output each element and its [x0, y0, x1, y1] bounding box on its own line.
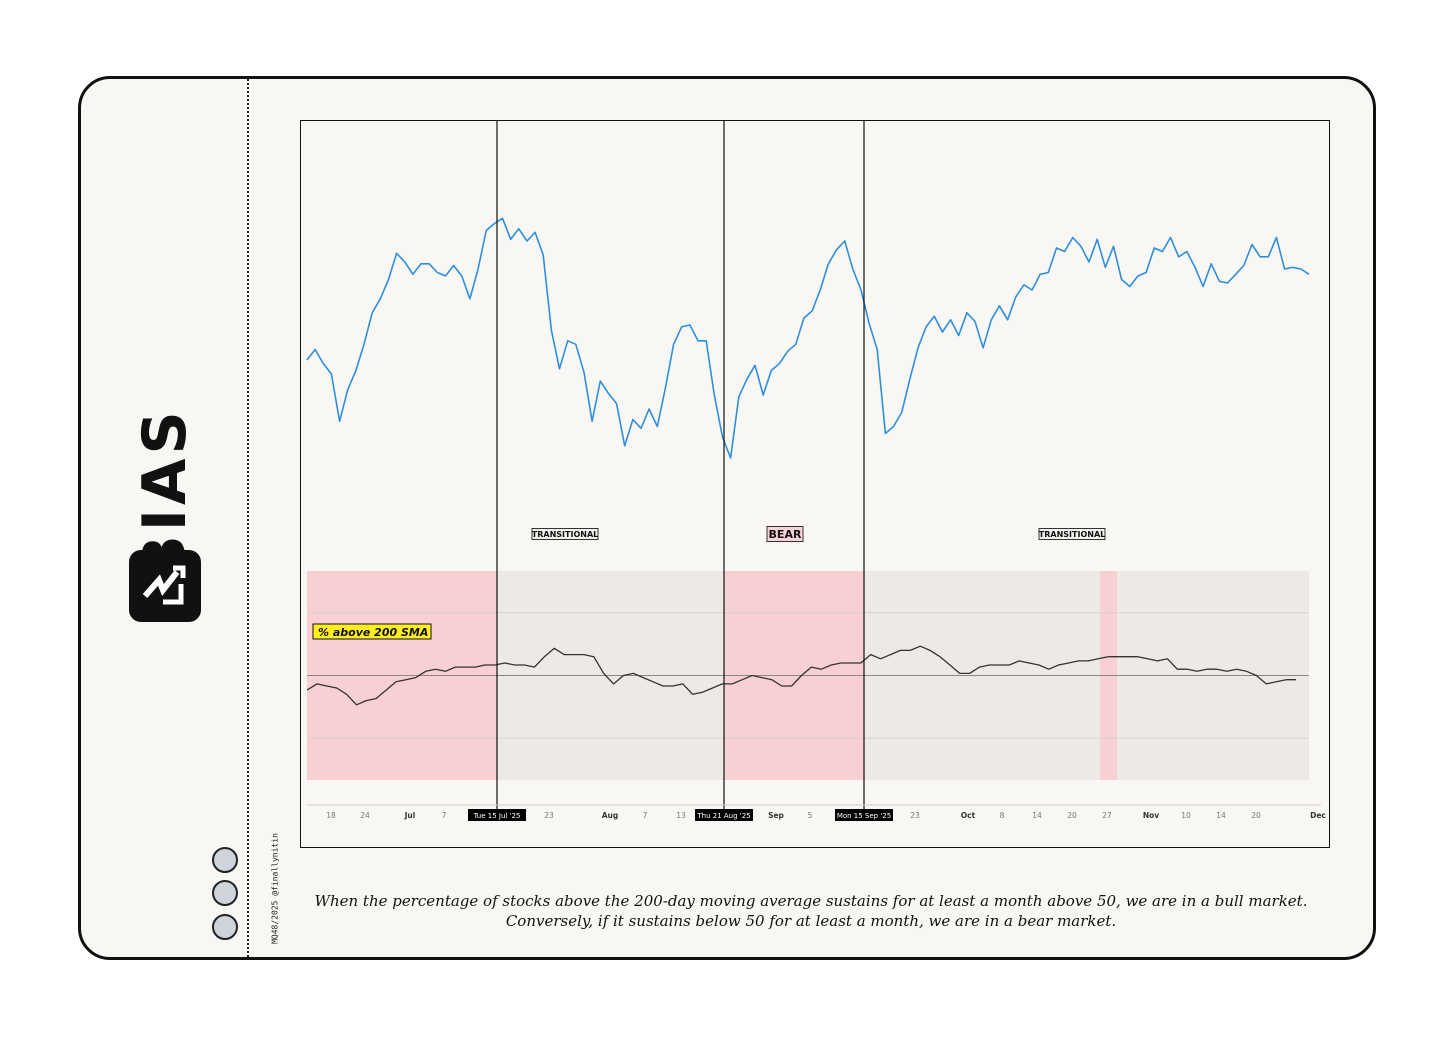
marker-date-label-3: Mon 15 Sep '25 — [837, 812, 891, 820]
x-tick-label-15: 14 — [1032, 811, 1042, 820]
caption: When the percentage of stocks above the … — [314, 892, 1308, 930]
x-tick-label-13: Oct — [961, 811, 976, 820]
x-tick-label-3: Jul — [404, 811, 416, 820]
card: BIAS MQ48/2025 @finallynitin % above 200… — [78, 76, 1376, 960]
x-tick-label-2: 24 — [360, 811, 370, 820]
x-tick-label-6: 23 — [544, 811, 554, 820]
x-tick-label-8: 7 — [643, 811, 648, 820]
marker-date-label-1: Tue 15 Jul '25 — [473, 812, 521, 820]
x-tick-label-12: 23 — [910, 811, 920, 820]
logo-icon — [129, 550, 201, 622]
price-line — [306, 217, 1310, 459]
dotted-divider — [247, 79, 249, 957]
chart-svg: % above 200 SMA TRANSITIONAL BEAR TRANSITI… — [306, 121, 1326, 821]
indicator-label: % above 200 SMA — [318, 626, 428, 639]
x-tick-label-20: 14 — [1216, 811, 1226, 820]
regime-label-1: TRANSITIONAL — [532, 530, 598, 539]
marker-date-label-2: Thu 21 Aug '25 — [696, 812, 750, 820]
regime-label-2: BEAR — [769, 528, 802, 541]
regime-label-3: TRANSITIONAL — [1039, 530, 1105, 539]
marker-date-box-2 — [695, 809, 753, 821]
x-tick-label-7: Aug — [602, 811, 619, 820]
regime-label-box-1 — [531, 528, 599, 540]
credit: MQ48/2025 @finallynitin — [259, 833, 280, 954]
regime-label-box-3 — [1038, 528, 1106, 540]
x-tick-label-18: Nov — [1143, 811, 1159, 820]
marker-date-box-3 — [835, 809, 893, 821]
x-tick-label-11: 5 — [808, 811, 813, 820]
x-tick-label-9: 13 — [676, 811, 686, 820]
x-tick-label-22: Dec — [1310, 811, 1326, 820]
x-tick-label-4: 7 — [442, 811, 447, 820]
x-tick-label-19: 10 — [1181, 811, 1191, 820]
indicator-label-box — [312, 623, 432, 640]
credit-text: MQ48/2025 @finallynitin — [270, 833, 280, 944]
nav-dot-1[interactable] — [212, 847, 238, 873]
x-tick-label-16: 20 — [1067, 811, 1077, 820]
x-tick-label-21: 20 — [1251, 811, 1261, 820]
chart-frame: % above 200 SMA TRANSITIONAL BEAR TRANSITI… — [300, 120, 1330, 848]
nav-dot-2[interactable] — [212, 880, 238, 906]
marker-date-box-1 — [468, 809, 526, 821]
nav-dot-3[interactable] — [212, 914, 238, 940]
x-tick-label-1: 18 — [326, 811, 336, 820]
x-tick-label-10: Sep — [768, 811, 784, 820]
regime-label-box-2 — [766, 526, 804, 542]
x-tick-label-17: 27 — [1102, 811, 1112, 820]
x-tick-label-14: 8 — [1000, 811, 1005, 820]
breadth-line — [306, 645, 1296, 706]
